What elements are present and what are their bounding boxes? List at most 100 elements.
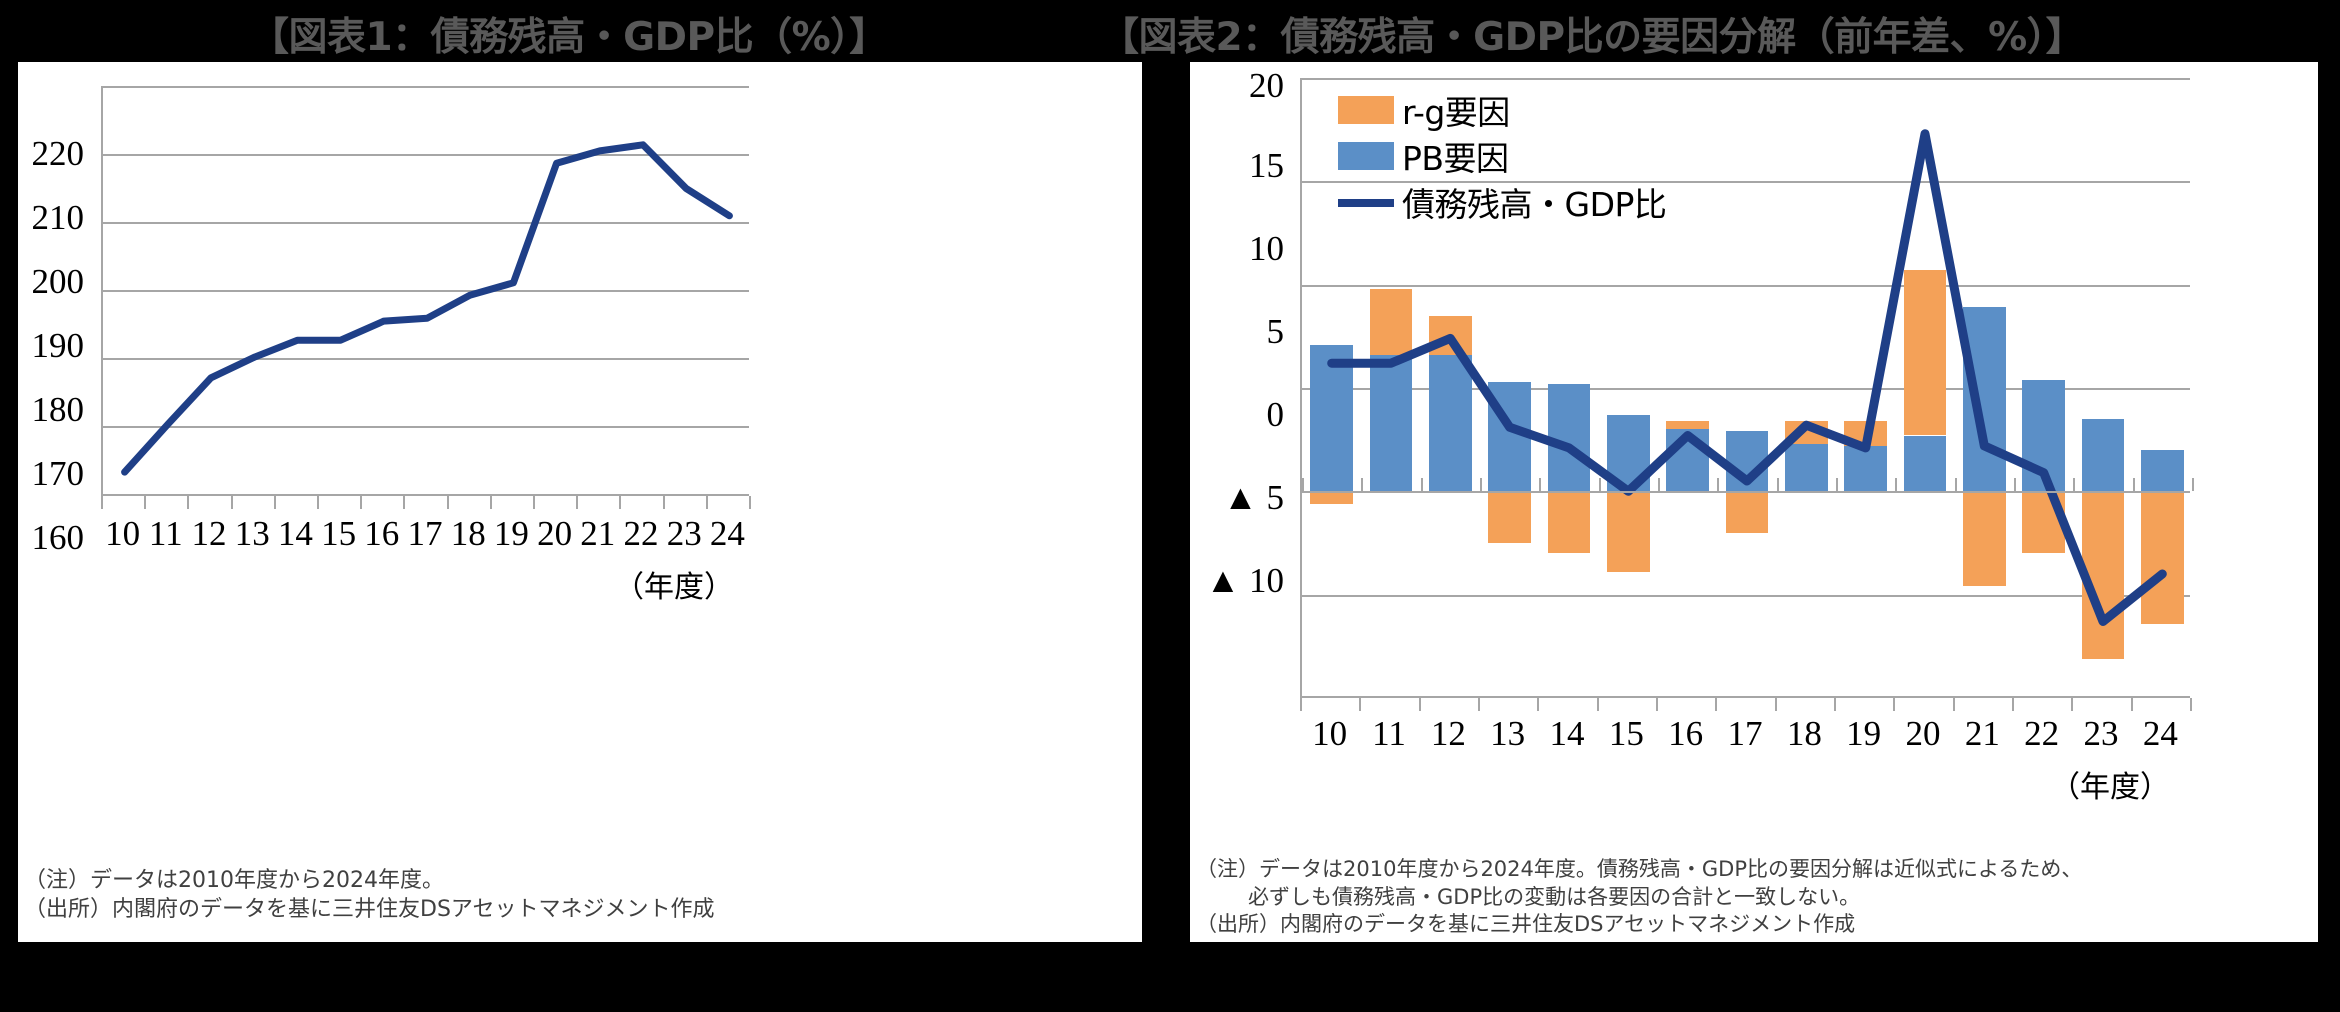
legend-label-pb: PB要因 xyxy=(1402,139,1509,178)
figure2-xlabel: 14 xyxy=(1549,714,1585,753)
figure2-xlabel: 20 xyxy=(1905,714,1941,753)
figure1-gridline-190 xyxy=(103,290,749,292)
figure1-xtick xyxy=(619,496,622,509)
figure1-ytick-180: 180 xyxy=(31,390,85,429)
figure2-zero-tick xyxy=(2132,478,2135,492)
figure2-xlabel: 16 xyxy=(1668,714,1704,753)
figure1-note-line-2: （出所）内閣府のデータを基に三井住友DSアセットマネジメント作成 xyxy=(24,897,715,923)
figure1-xlabel: 10 xyxy=(105,514,141,553)
figure1-xlabel: 14 xyxy=(277,514,313,553)
figure2-xlabel: 17 xyxy=(1727,714,1763,753)
figure2-gridline-neg5 xyxy=(1302,595,2190,597)
figure2-gridline-5 xyxy=(1302,388,2190,390)
figure2-ytick-10: 10 xyxy=(1249,229,1284,268)
figure1-xtick xyxy=(101,496,103,509)
figure2-bar-rg xyxy=(1547,491,1591,554)
figure2-xtick xyxy=(1952,698,1955,711)
legend-swatch-line-icon xyxy=(1338,199,1394,207)
figure2-gridline-15 xyxy=(1302,181,2190,183)
figure1-plot-area xyxy=(101,86,749,496)
figure2-bar-rg xyxy=(1488,491,1531,543)
figure2-bar-series xyxy=(1302,78,2192,698)
figure2-bar-pb xyxy=(1547,383,1591,492)
figure2-note-line-2: 必ずしも債務残高・GDP比の変動は各要因の合計と一致しない。 xyxy=(1248,884,1861,909)
legend-item-rg: r-g要因 xyxy=(1338,88,1666,132)
figure2-bar-rg xyxy=(1666,421,1709,430)
figure2-gridline-10 xyxy=(1302,285,2190,287)
figure2-xlabel: 10 xyxy=(1312,714,1348,753)
figure1-note-line-1: （注）データは2010年度から2024年度。 xyxy=(24,868,444,893)
figure2-zero-tick xyxy=(1480,478,1482,492)
figure2-bar-rg xyxy=(1963,491,2006,587)
figure1-xtick xyxy=(403,496,406,509)
figure1-ytick-160: 160 xyxy=(31,518,85,557)
figure2-xlabel: 15 xyxy=(1608,714,1644,753)
figure2-bar-pb xyxy=(1844,445,1887,492)
figure1-xtick xyxy=(576,496,579,509)
figure2-xtick xyxy=(2190,698,2192,711)
figure1-gridline-200 xyxy=(103,222,749,224)
figure2-zero-tick xyxy=(1895,478,1898,492)
figure2-zero-tick xyxy=(1420,478,1423,492)
figure2-bar-pb xyxy=(2141,450,2184,492)
figure2-xtick xyxy=(2130,698,2133,711)
legend-item-pb: PB要因 xyxy=(1338,134,1666,178)
figure2-zero-tick xyxy=(1598,478,1601,492)
figure2-bar-pb xyxy=(1369,354,1413,492)
figure1-xlabel: 20 xyxy=(537,514,573,553)
figure1-xlabel: 12 xyxy=(191,514,227,553)
figure1-panel: 220 210 200 190 180 170 160 10 11 12 13 14 15… xyxy=(18,62,1142,942)
figure2-xticks xyxy=(1300,698,2192,712)
figure2-ytick-20: 20 xyxy=(1249,66,1284,105)
figure1-xtick xyxy=(533,496,535,509)
figure2-line-series xyxy=(1327,129,2167,626)
figure1-xtick xyxy=(317,496,319,509)
figure2-xtick xyxy=(1537,698,1540,711)
figure2-ytick-neg5: ▲ 5 xyxy=(1223,478,1284,517)
figure2-bar-rg xyxy=(2141,491,2184,624)
figure2-xtick xyxy=(1834,698,1836,711)
figure1-xlabel: 23 xyxy=(666,514,702,553)
figure1-xtick xyxy=(273,496,276,509)
figure2-zero-tick xyxy=(1658,478,1660,492)
figure1-xlabel: 21 xyxy=(580,514,616,553)
figure2-bar-pb xyxy=(1903,435,1947,492)
figure2-ytick-neg10: ▲ 10 xyxy=(1205,561,1284,600)
figure2-zero-line xyxy=(1302,491,2190,494)
figure2-zero-tick xyxy=(1717,478,1720,492)
figure1-gridline-220 xyxy=(103,86,749,88)
figure1-xlabel: 16 xyxy=(364,514,400,553)
figure2-zero-tick xyxy=(2073,478,2076,492)
figure2-xlabel: 19 xyxy=(1846,714,1882,753)
figure2-xtick xyxy=(1359,698,1362,711)
figure2-xtick xyxy=(1478,698,1480,711)
figure2-xlabel: 11 xyxy=(1372,714,1406,753)
figure1-axis-note: （年度） xyxy=(614,571,734,604)
figure2-xtick xyxy=(2071,698,2074,711)
figure1-ytick-220: 220 xyxy=(31,134,85,173)
figure1-ytick-170: 170 xyxy=(31,454,85,493)
figure2-zero-tick xyxy=(1776,478,1779,492)
figure2-xlabel: 12 xyxy=(1430,714,1466,753)
figure1-xtick xyxy=(187,496,190,509)
figure2-bar-pb xyxy=(2081,419,2125,492)
legend-item-debt-ratio: 債務残高・GDP比 xyxy=(1338,180,1667,224)
figure2-xlabel: 18 xyxy=(1786,714,1822,753)
figure2-xtick xyxy=(1893,698,1896,711)
figure2-panel: 20 15 10 5 0 ▲ 5 ▲ 10 r-g要因 xyxy=(1190,62,2318,942)
figure1-xtick xyxy=(446,496,449,509)
figure2-zero-tick xyxy=(1302,478,1304,492)
figure2-bar-rg xyxy=(1607,491,1650,572)
figure2-bar-rg xyxy=(1903,270,1947,436)
legend-swatch-pb-icon xyxy=(1338,142,1394,170)
figure1-xlabel: 11 xyxy=(148,514,183,553)
figure2-xaxis-labels: 10 11 12 13 14 15 16 17 18 19 20 21 22 23 24 xyxy=(1300,714,2190,758)
figure2-bar-rg xyxy=(1725,491,1769,533)
figure2-bar-pb xyxy=(1785,443,1828,492)
figure2-xlabel: 22 xyxy=(2024,714,2060,753)
figure2-bar-pb xyxy=(1429,354,1472,492)
figure1-notes: （注）データは2010年度から2024年度。 （出所）内閣府のデータを基に三井住… xyxy=(24,866,714,924)
figure2-zero-tick xyxy=(1539,478,1542,492)
figure2-bar-rg xyxy=(1310,491,1353,504)
figure2-xlabel: 21 xyxy=(1964,714,2000,753)
